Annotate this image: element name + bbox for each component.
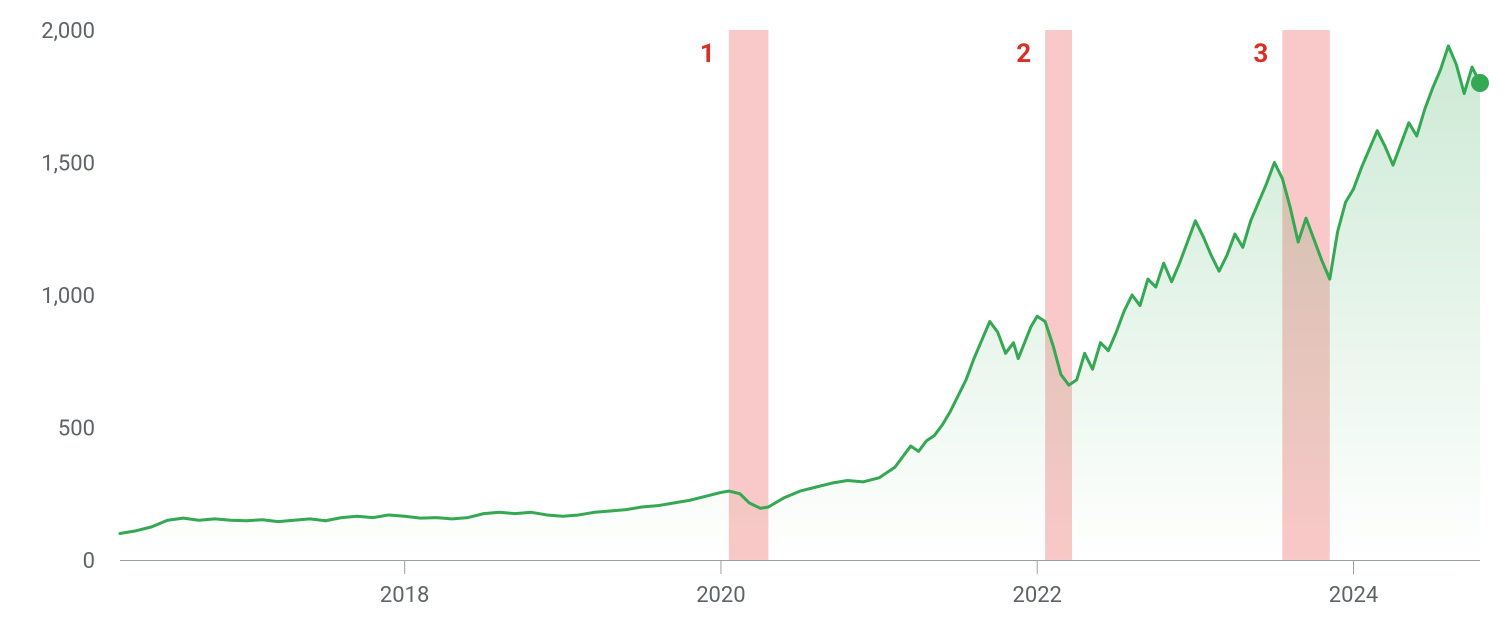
band-annotation: 2 — [1016, 39, 1031, 69]
x-tick-label: 2020 — [696, 583, 745, 608]
stock-chart: 0 500 1,000 1,500 2,000 2018 2020 2022 2024 1 2 3 — [0, 0, 1508, 628]
chart-svg: 0 500 1,000 1,500 2,000 2018 2020 2022 2024 1 2 3 — [0, 0, 1508, 628]
band-annotation: 3 — [1253, 39, 1268, 69]
end-dot — [1471, 74, 1489, 92]
band-annotation: 1 — [700, 39, 715, 69]
y-tick-label: 0 — [83, 549, 95, 574]
x-tick-label: 2022 — [1012, 583, 1061, 608]
y-tick-label: 1,500 — [41, 152, 95, 177]
x-tick-label: 2024 — [1329, 583, 1378, 608]
y-tick-label: 2,000 — [41, 19, 95, 44]
area-fill — [120, 46, 1480, 560]
y-tick-label: 500 — [58, 417, 95, 442]
x-tick-label: 2018 — [380, 583, 429, 608]
highlight-band — [729, 30, 769, 560]
y-tick-label: 1,000 — [41, 284, 95, 309]
